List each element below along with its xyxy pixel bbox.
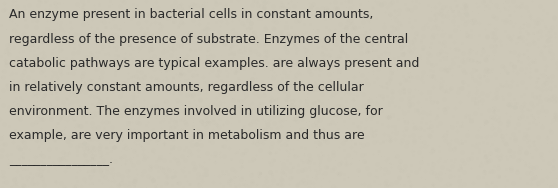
Text: regardless of the presence of substrate. Enzymes of the central: regardless of the presence of substrate.…	[9, 33, 408, 45]
Text: An enzyme present in bacterial cells in constant amounts,: An enzyme present in bacterial cells in …	[9, 8, 373, 21]
Text: ________________.: ________________.	[9, 153, 113, 166]
Text: example, are very important in metabolism and thus are: example, are very important in metabolis…	[9, 129, 364, 142]
Text: in relatively constant amounts, regardless of the cellular: in relatively constant amounts, regardle…	[9, 81, 364, 94]
Text: catabolic pathways are typical examples. are always present and: catabolic pathways are typical examples.…	[9, 57, 419, 70]
Text: environment. The enzymes involved in utilizing glucose, for: environment. The enzymes involved in uti…	[9, 105, 383, 118]
